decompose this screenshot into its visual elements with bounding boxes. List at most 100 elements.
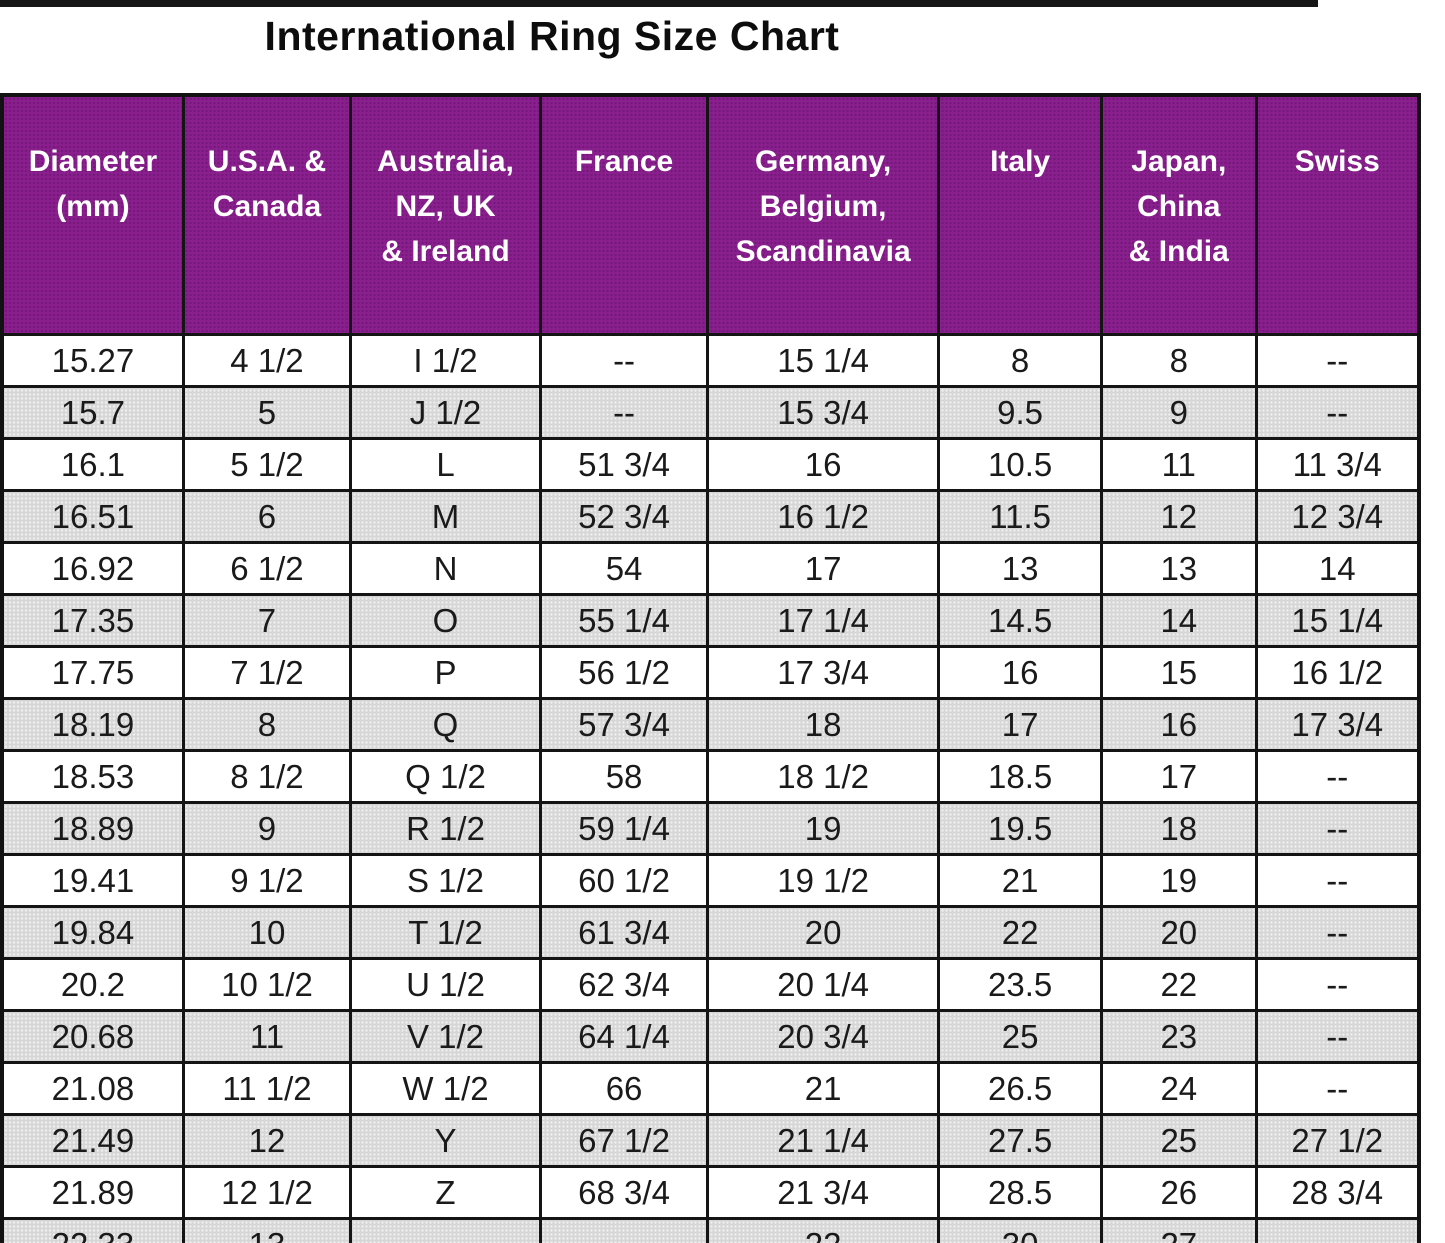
table-cell-italy: 23.5: [937, 957, 1104, 1012]
table-cell-france: 61 3/4: [538, 905, 710, 960]
table-row: 19.41 9 1/2 S 1/2 60 1/2 19 1/2 21 19 --: [0, 853, 1421, 908]
table-cell-diameter-mm: 22.33: [0, 1217, 185, 1243]
table-cell-australia-nz-uk-ireland: P: [349, 645, 542, 700]
table-row: 15.27 4 1/2 I 1/2 -- 15 1/4 8 8 --: [0, 333, 1421, 388]
table-cell-japan-china-india: 23: [1100, 1009, 1258, 1064]
column-header-swiss: Swiss: [1254, 93, 1421, 336]
table-row: 21.08 11 1/2 W 1/2 66 21 26.5 24 --: [0, 1061, 1421, 1116]
table-cell-u-s-a-canada: 9 1/2: [181, 853, 353, 908]
table-row: 20.2 10 1/2 U 1/2 62 3/4 20 1/4 23.5 22 --: [0, 957, 1421, 1012]
column-header-diameter-mm: Diameter (mm): [0, 93, 185, 336]
column-header-australia-nz-uk-ireland: Australia, NZ, UK & Ireland: [349, 93, 542, 336]
table-row: 17.75 7 1/2 P 56 1/2 17 3/4 16 15 16 1/2: [0, 645, 1421, 700]
table-cell-australia-nz-uk-ireland: N: [349, 541, 542, 596]
table-cell-japan-china-india: 26: [1100, 1165, 1258, 1220]
table-cell-australia-nz-uk-ireland: U 1/2: [349, 957, 542, 1012]
table-row: 19.84 10 T 1/2 61 3/4 20 22 20 --: [0, 905, 1421, 960]
table-cell-france: 68 3/4: [538, 1165, 710, 1220]
table-cell-france: 62 3/4: [538, 957, 710, 1012]
table-cell-italy: 22: [937, 905, 1104, 960]
table-cell-japan-china-india: 20: [1100, 905, 1258, 960]
table-cell-diameter-mm: 18.89: [0, 801, 185, 856]
table-cell-u-s-a-canada: 6: [181, 489, 353, 544]
table-cell-australia-nz-uk-ireland: R 1/2: [349, 801, 542, 856]
table-cell-u-s-a-canada: 4 1/2: [181, 333, 353, 388]
table-cell-diameter-mm: 21.08: [0, 1061, 185, 1116]
table-row: 18.53 8 1/2 Q 1/2 58 18 1/2 18.5 17 --: [0, 749, 1421, 804]
table-cell-australia-nz-uk-ireland: I 1/2: [349, 333, 542, 388]
table-cell-france: --: [538, 1217, 710, 1243]
table-cell-germany-belgium-scandinavia: 21 1/4: [706, 1113, 941, 1168]
table-cell-u-s-a-canada: 8 1/2: [181, 749, 353, 804]
table-cell-australia-nz-uk-ireland: O: [349, 593, 542, 648]
table-cell-france: 66: [538, 1061, 710, 1116]
table-cell-japan-china-india: 22: [1100, 957, 1258, 1012]
table-cell-u-s-a-canada: 5 1/2: [181, 437, 353, 492]
table-cell-germany-belgium-scandinavia: 22: [706, 1217, 941, 1243]
table-cell-italy: 18.5: [937, 749, 1104, 804]
column-header-france: France: [538, 93, 710, 336]
table-cell-u-s-a-canada: 10: [181, 905, 353, 960]
table-cell-germany-belgium-scandinavia: 16: [706, 437, 941, 492]
ring-size-chart-table: Diameter (mm) U.S.A. & Canada Australia, N…: [0, 93, 1421, 1243]
table-cell-germany-belgium-scandinavia: 15 3/4: [706, 385, 941, 440]
table-cell-france: 54: [538, 541, 710, 596]
table-cell-france: 64 1/4: [538, 1009, 710, 1064]
table-cell-swiss: --: [1254, 1217, 1421, 1243]
table-cell-germany-belgium-scandinavia: 21: [706, 1061, 941, 1116]
table-cell-u-s-a-canada: 8: [181, 697, 353, 752]
table-cell-u-s-a-canada: 12: [181, 1113, 353, 1168]
table-cell-italy: 19.5: [937, 801, 1104, 856]
table-cell-australia-nz-uk-ireland: T 1/2: [349, 905, 542, 960]
table-cell-diameter-mm: 16.1: [0, 437, 185, 492]
table-cell-australia-nz-uk-ireland: Q: [349, 697, 542, 752]
table-cell-japan-china-india: 8: [1100, 333, 1258, 388]
table-cell-swiss: 15 1/4: [1254, 593, 1421, 648]
table-cell-france: 56 1/2: [538, 645, 710, 700]
table-row: 18.89 9 R 1/2 59 1/4 19 19.5 18 --: [0, 801, 1421, 856]
table-cell-diameter-mm: 19.84: [0, 905, 185, 960]
table-cell-germany-belgium-scandinavia: 16 1/2: [706, 489, 941, 544]
table-cell-germany-belgium-scandinavia: 20 3/4: [706, 1009, 941, 1064]
table-cell-swiss: 17 3/4: [1254, 697, 1421, 752]
table-cell-japan-china-india: 13: [1100, 541, 1258, 596]
column-header-u-s-a-canada: U.S.A. & Canada: [181, 93, 353, 336]
table-cell-diameter-mm: 20.2: [0, 957, 185, 1012]
table-cell-australia-nz-uk-ireland: Y: [349, 1113, 542, 1168]
table-row: 16.92 6 1/2 N 54 17 13 13 14: [0, 541, 1421, 596]
table-cell-france: 57 3/4: [538, 697, 710, 752]
table-cell-japan-china-india: 9: [1100, 385, 1258, 440]
table-cell-italy: 25: [937, 1009, 1104, 1064]
table-cell-diameter-mm: 16.92: [0, 541, 185, 596]
page-title: International Ring Size Chart: [264, 13, 840, 59]
column-header-germany-belgium-scandinavia: Germany, Belgium, Scandinavia: [706, 93, 941, 336]
table-cell-u-s-a-canada: 6 1/2: [181, 541, 353, 596]
table-row: 20.68 11 V 1/2 64 1/4 20 3/4 25 23 --: [0, 1009, 1421, 1064]
table-cell-italy: 10.5: [937, 437, 1104, 492]
table-cell-italy: 30: [937, 1217, 1104, 1243]
table-cell-diameter-mm: 18.53: [0, 749, 185, 804]
table-cell-australia-nz-uk-ireland: M: [349, 489, 542, 544]
table-cell-italy: 28.5: [937, 1165, 1104, 1220]
table-body: 15.27 4 1/2 I 1/2 -- 15 1/4 8 8 -- 15.7 5 J 1/2 -- 1…: [0, 333, 1421, 1243]
table-cell-diameter-mm: 19.41: [0, 853, 185, 908]
table-cell-japan-china-india: 17: [1100, 749, 1258, 804]
table-row: 21.49 12 Y 67 1/2 21 1/4 27.5 25 27 1/2: [0, 1113, 1421, 1168]
table-cell-swiss: --: [1254, 957, 1421, 1012]
table-cell-italy: 21: [937, 853, 1104, 908]
table-cell-swiss: --: [1254, 801, 1421, 856]
top-border-line: [0, 0, 1318, 7]
table-cell-diameter-mm: 21.49: [0, 1113, 185, 1168]
table-cell-italy: 13: [937, 541, 1104, 596]
table-cell-u-s-a-canada: 13: [181, 1217, 353, 1243]
table-row: 16.1 5 1/2 L 51 3/4 16 10.5 11 11 3/4: [0, 437, 1421, 492]
table-cell-swiss: --: [1254, 749, 1421, 804]
table-cell-germany-belgium-scandinavia: 18: [706, 697, 941, 752]
table-row: 17.35 7 O 55 1/4 17 1/4 14.5 14 15 1/4: [0, 593, 1421, 648]
table-cell-diameter-mm: 15.7: [0, 385, 185, 440]
table-cell-australia-nz-uk-ireland: --: [349, 1217, 542, 1243]
table-cell-australia-nz-uk-ireland: V 1/2: [349, 1009, 542, 1064]
table-cell-germany-belgium-scandinavia: 21 3/4: [706, 1165, 941, 1220]
table-cell-u-s-a-canada: 12 1/2: [181, 1165, 353, 1220]
table-header-row: Diameter (mm) U.S.A. & Canada Australia, N…: [0, 93, 1421, 336]
